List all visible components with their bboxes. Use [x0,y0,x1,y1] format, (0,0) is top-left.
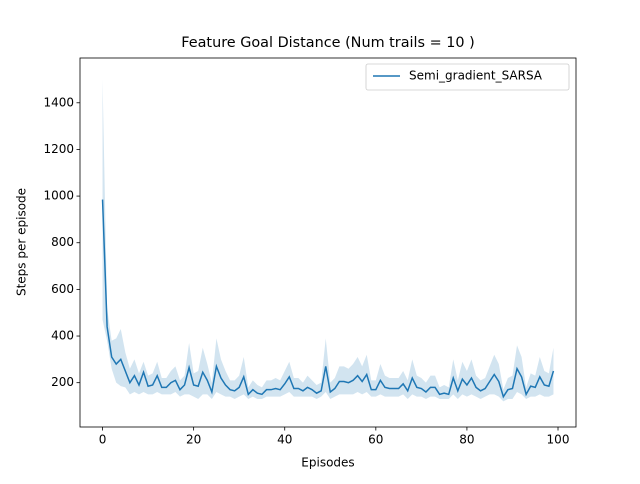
x-tick-label: 40 [277,433,292,447]
legend-box [365,63,570,91]
x-tick-label: 60 [368,433,383,447]
legend-label: Semi_gradient_SARSA [409,69,543,83]
y-tick-label: 200 [51,375,74,389]
y-tick-label: 1400 [43,95,74,109]
plot-frame [79,57,577,428]
y-tick-label: 1000 [43,189,74,203]
line [101,199,555,399]
x-tick-label: 20 [186,433,201,447]
y-tick-label: 400 [51,329,74,343]
x-axis-label: Episodes [301,456,354,470]
y-tick-label: 600 [51,282,74,296]
y-axis-label: Steps per episode [15,188,29,296]
chart-title: Feature Goal Distance (Num trails = 10 ) [181,35,474,51]
x-tick-label: 0 [99,433,107,447]
y-tick-label: 1200 [43,142,74,156]
x-tick-label: 100 [547,433,570,447]
y-tick-label: 800 [51,235,74,249]
x-tick-label: 80 [459,433,474,447]
